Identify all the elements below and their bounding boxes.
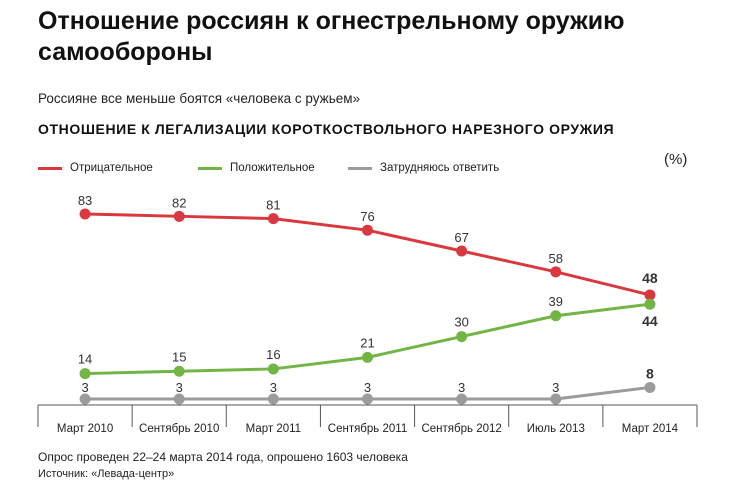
chart-heading: ОТНОШЕНИЕ К ЛЕГАЛИЗАЦИИ КОРОТКОСТВОЛЬНОГ… bbox=[38, 121, 615, 137]
data-label: 3 bbox=[176, 380, 183, 395]
data-label: 58 bbox=[549, 251, 563, 266]
x-tick-label: Июль 2013 bbox=[527, 423, 585, 435]
data-label: 16 bbox=[266, 347, 280, 362]
data-label: 48 bbox=[642, 270, 658, 286]
x-tick-label: Сентябрь 2012 bbox=[421, 423, 501, 435]
data-label: 82 bbox=[172, 195, 186, 210]
legend: Отрицательное Положительное Затрудняюсь … bbox=[38, 160, 598, 176]
data-point bbox=[644, 289, 656, 301]
data-point bbox=[79, 368, 91, 380]
source-note: Источник: «Левада-центр» bbox=[38, 468, 175, 480]
data-point bbox=[550, 393, 562, 405]
data-label: 14 bbox=[78, 352, 92, 367]
data-point bbox=[362, 224, 373, 236]
data-label: 15 bbox=[172, 349, 186, 364]
data-label: 8 bbox=[646, 365, 654, 381]
data-label: 67 bbox=[454, 230, 468, 245]
data-label: 21 bbox=[360, 335, 374, 350]
data-label: 3 bbox=[552, 380, 559, 395]
data-label: 39 bbox=[549, 294, 563, 309]
chart-title-main: Отношение россиян к огнестрельному оружи… bbox=[38, 7, 625, 66]
data-label: 3 bbox=[458, 380, 465, 395]
data-label: 3 bbox=[364, 380, 371, 395]
legend-label-undecided: Затрудняюсь ответить bbox=[380, 162, 500, 174]
data-point bbox=[644, 298, 656, 310]
data-point bbox=[79, 208, 91, 220]
survey-footnote: Опрос проведен 22–24 марта 2014 года, оп… bbox=[38, 450, 408, 464]
data-label: 76 bbox=[360, 209, 374, 224]
data-label: 83 bbox=[78, 193, 92, 208]
data-point bbox=[550, 310, 562, 322]
data-point bbox=[267, 213, 279, 225]
data-point bbox=[173, 365, 185, 377]
data-point bbox=[456, 393, 468, 405]
data-label: 3 bbox=[270, 380, 277, 395]
data-point bbox=[644, 381, 656, 393]
x-tick-label: Март 2014 bbox=[622, 423, 679, 435]
x-tick-label: Сентябрь 2010 bbox=[139, 423, 219, 435]
data-label: 81 bbox=[266, 198, 280, 213]
subtitle: Россияне все меньше боятся «человека с р… bbox=[38, 91, 361, 106]
data-point bbox=[362, 393, 373, 405]
data-point bbox=[550, 266, 562, 278]
x-tick-label: Сентябрь 2011 bbox=[328, 423, 407, 435]
legend-item-positive: Положительное bbox=[198, 160, 315, 176]
unit-label: (%) bbox=[664, 151, 688, 168]
legend-item-undecided: Затрудняюсь ответить bbox=[348, 160, 499, 176]
data-label: 3 bbox=[81, 380, 88, 395]
data-point bbox=[456, 331, 468, 343]
legend-swatch-undecided bbox=[348, 166, 372, 170]
data-point bbox=[362, 351, 373, 363]
data-point bbox=[173, 393, 185, 405]
legend-item-negative: Отрицательное bbox=[38, 160, 153, 176]
legend-label-positive: Положительное bbox=[230, 162, 315, 174]
data-point bbox=[456, 245, 468, 257]
legend-swatch-positive bbox=[198, 166, 222, 170]
data-point bbox=[79, 393, 91, 405]
x-tick-label: Март 2011 bbox=[246, 423, 301, 435]
data-point bbox=[267, 363, 279, 375]
data-label: 44 bbox=[642, 313, 658, 329]
data-label: 30 bbox=[454, 315, 468, 330]
legend-swatch-negative bbox=[38, 166, 62, 170]
data-point bbox=[267, 393, 279, 405]
legend-label-negative: Отрицательное bbox=[70, 162, 153, 174]
data-point bbox=[173, 210, 185, 222]
x-tick-label: Март 2010 bbox=[57, 423, 113, 435]
